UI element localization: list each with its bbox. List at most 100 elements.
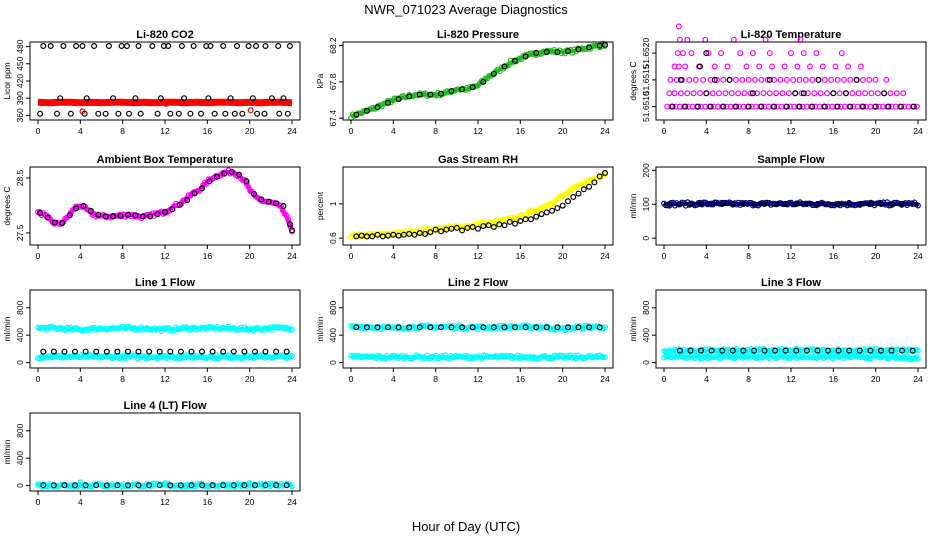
point-black [534,214,539,219]
x-tick-label: 16 [516,251,526,261]
panel-title: Ambient Box Temperature [97,154,234,166]
point-magenta [801,51,806,56]
point-magenta [734,78,739,83]
series-group [662,347,921,362]
point-magenta [746,78,751,83]
series-group [36,168,295,234]
series-group [36,324,295,361]
point-black [188,111,193,116]
point-magenta [784,78,789,83]
point-black [221,44,226,49]
point-black [285,111,290,116]
panel-title: Sample Flow [757,154,825,166]
plot-frame [30,167,300,245]
y-tick-label: 0.6 [328,232,338,244]
point-black [288,44,293,49]
point-black [882,91,887,96]
point-black [539,212,544,217]
y-tick-label: 100 [641,197,651,211]
point-black [263,44,268,49]
x-tick-label: 12 [160,497,170,507]
point-magenta [753,78,758,83]
x-tick-label: 24 [600,374,610,384]
x-tick-label: 24 [287,374,297,384]
series-group [36,480,295,489]
point-magenta [795,64,800,69]
point-magenta [751,51,756,56]
point-black [255,111,260,116]
point-magenta [884,78,889,83]
y-axis-label: ml/min [315,316,325,341]
point-magenta [685,37,690,42]
x-tick-label: 20 [245,251,255,261]
x-tick-label: 20 [245,374,255,384]
point-magenta [803,78,808,83]
x-tick-label: 4 [78,251,83,261]
point-magenta [740,78,745,83]
point-magenta [703,37,708,42]
x-tick-label: 16 [829,374,839,384]
point-magenta [770,64,775,69]
x-tick-label: 24 [913,126,923,136]
point-black [157,349,162,354]
point-magenta [767,51,772,56]
x-tick-label: 12 [160,374,170,384]
x-tick-label: 12 [473,251,483,261]
point-black [191,44,196,49]
point-black [571,195,576,200]
point-magenta [691,91,696,96]
x-tick-label: 0 [36,497,41,507]
point-magenta [810,78,815,83]
point-magenta [672,91,677,96]
panel-title: Li-820 CO2 [136,29,193,41]
point-black [555,206,560,211]
x-tick-label: 4 [78,497,83,507]
x-tick-label: 4 [704,374,709,384]
point-magenta [901,91,906,96]
point-magenta [780,91,785,96]
point-magenta [818,91,823,96]
point-magenta [685,91,690,96]
panel-title: Gas Stream RH [438,154,518,166]
y-tick-label: 67.4 [328,110,338,127]
point-magenta [837,91,842,96]
x-tick-label: 24 [913,251,923,261]
y-tick-label: 200 [641,163,651,177]
y-axis-label: percent [315,191,325,220]
point-magenta [729,91,734,96]
x-tick-label: 16 [203,126,213,136]
point-black [199,111,204,116]
point-magenta [861,78,866,83]
point-magenta [681,51,686,56]
point-magenta [823,78,828,83]
x-tick-label: 8 [120,374,125,384]
x-tick-label: 8 [120,497,125,507]
x-tick-label: 24 [287,497,297,507]
point-black [566,199,571,204]
y-axis-label: degrees C [2,186,12,225]
y-tick-label: 400 [15,328,25,342]
x-tick-label: 12 [473,126,483,136]
plot-frame [30,413,300,491]
point-black [68,111,73,116]
series-group [349,323,608,361]
point-magenta [717,91,722,96]
series-group [38,44,293,117]
point-black [103,111,108,116]
point-red [248,108,253,113]
point-magenta [814,51,819,56]
y-tick-label: 400 [15,451,25,465]
point-black [576,191,581,196]
y-tick-label: 0 [328,360,338,365]
point-magenta [693,78,698,83]
point-black [223,111,228,116]
point-black [116,111,121,116]
x-tick-label: 24 [287,126,297,136]
x-tick-label: 4 [704,251,709,261]
point-black [189,349,194,354]
series-group [349,41,608,120]
x-tick-label: 20 [871,374,881,384]
